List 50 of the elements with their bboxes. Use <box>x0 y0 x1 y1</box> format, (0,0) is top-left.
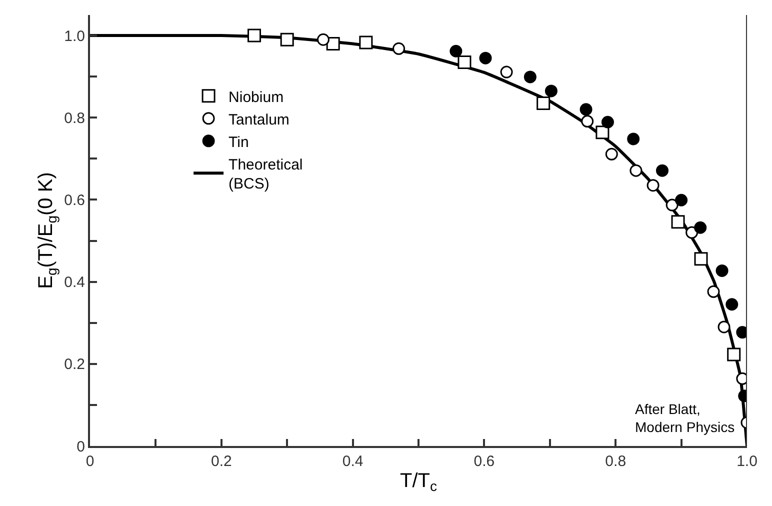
point <box>671 215 685 229</box>
point <box>544 84 558 98</box>
point <box>675 194 688 206</box>
point <box>500 66 513 78</box>
point <box>686 226 698 239</box>
point <box>726 298 738 311</box>
point <box>248 28 261 42</box>
point <box>630 164 642 177</box>
legend-label: Tin <box>228 134 249 151</box>
point <box>479 52 492 64</box>
point <box>458 55 472 69</box>
point <box>627 132 640 146</box>
point <box>605 148 618 160</box>
point <box>727 348 741 362</box>
y-tick-label: 0 <box>76 438 85 456</box>
x-tick-label: 0.2 <box>210 453 232 470</box>
y-tick-label: 0.4 <box>64 274 85 292</box>
point <box>581 115 594 128</box>
point <box>656 164 668 177</box>
point <box>524 70 536 84</box>
legend-label: Tantalum <box>228 111 290 128</box>
legend-label: Niobium <box>228 88 284 106</box>
point <box>359 36 373 50</box>
point <box>326 36 340 50</box>
y-tick-label: 1.0 <box>64 28 85 45</box>
x-tick-label: 0.8 <box>605 453 626 470</box>
y-tick-label: 0.8 <box>64 110 85 127</box>
point <box>694 221 707 234</box>
point <box>716 264 728 277</box>
x-tick-label: 0.4 <box>342 453 364 470</box>
y-tick-label: 0.2 <box>64 356 85 374</box>
annotation: After Blatt, Modern Physics <box>635 401 735 436</box>
point <box>280 32 294 46</box>
point <box>316 33 330 46</box>
point <box>718 320 730 334</box>
point <box>601 116 614 128</box>
x-tick-label: 1.0 <box>736 453 758 470</box>
point <box>536 96 550 110</box>
x-axis-title: T/T$_{c}$ <box>400 470 437 494</box>
point <box>450 44 462 58</box>
point <box>694 252 708 266</box>
point <box>392 42 406 55</box>
y-tick-label: 0.6 <box>64 192 85 209</box>
x-tick-label: 0.6 <box>474 453 495 470</box>
point <box>596 126 610 140</box>
legend-label: Theoretical (BCS) <box>228 156 303 193</box>
point <box>580 103 592 116</box>
point <box>666 198 678 212</box>
point <box>707 285 720 298</box>
point <box>646 179 660 192</box>
